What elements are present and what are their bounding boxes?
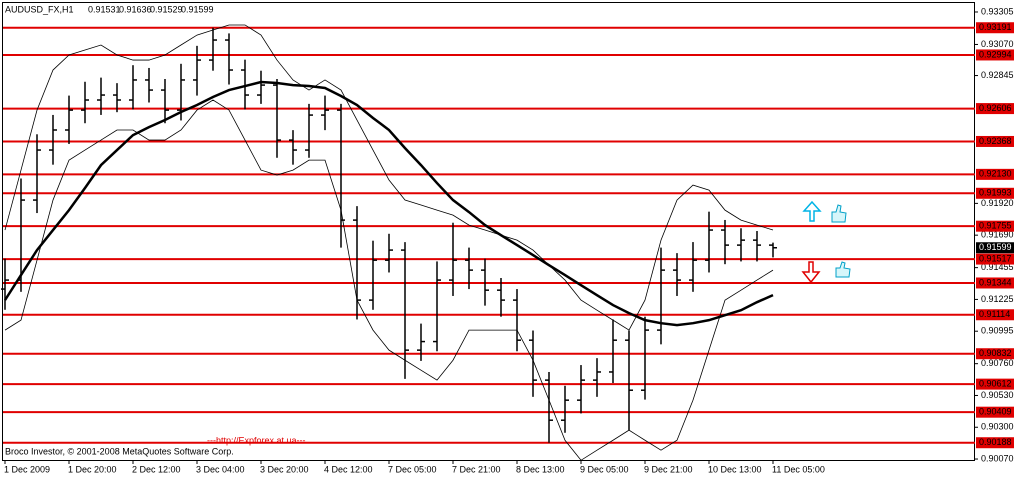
level-label-bg — [976, 135, 1014, 147]
level-label: 0.91755 — [979, 221, 1012, 231]
up-arrow — [802, 200, 822, 222]
price-label-bg — [976, 242, 1014, 254]
level-label-bg — [976, 168, 1014, 180]
bar-low: 0.91529 — [150, 4, 183, 14]
level-label-bg — [976, 103, 1014, 115]
y-tick-label: 0.93070 — [981, 39, 1014, 49]
bar-high: 0.91636 — [119, 4, 152, 14]
level-label: 0.92606 — [979, 103, 1012, 113]
y-tick-label: 0.91455 — [981, 262, 1014, 272]
level-label: 0.92130 — [979, 169, 1012, 179]
level-label-bg — [976, 309, 1014, 321]
signal-icons — [801, 200, 851, 284]
symbol: AUDUSD_FX,H1 — [5, 4, 74, 14]
price-label: 0.91599 — [979, 242, 1012, 252]
x-tick-label: 4 Dec 12:00 — [324, 464, 373, 474]
level-label: 0.92368 — [979, 136, 1012, 146]
down-arrow — [801, 261, 821, 284]
indicator-line — [4, 99, 774, 461]
x-tick-label: 10 Dec 13:00 — [708, 464, 762, 474]
level-label: 0.90612 — [979, 379, 1012, 389]
level-label: 0.91114 — [979, 309, 1010, 319]
y-tick-label: 0.92845 — [981, 70, 1014, 80]
y-tick-label: 0.90300 — [981, 422, 1014, 432]
x-tick-label: 7 Dec 21:00 — [452, 464, 501, 474]
y-tick-label: 0.90760 — [981, 358, 1014, 368]
level-label: 0.90188 — [979, 437, 1012, 447]
level-label: 0.90409 — [979, 407, 1012, 417]
y-tick-label: 0.90070 — [981, 453, 1014, 463]
level-label-bg — [976, 277, 1014, 289]
thumb-up — [831, 204, 847, 223]
x-tick-label: 7 Dec 05:00 — [388, 464, 437, 474]
thumb-up — [835, 261, 851, 278]
x-tick-label: 2 Dec 12:00 — [132, 464, 181, 474]
level-label: 0.91517 — [979, 253, 1012, 263]
level-label: 0.91344 — [979, 277, 1012, 287]
level-label: 0.91993 — [979, 188, 1012, 198]
watermark: ---http://Expforex.at.ua--- — [207, 435, 306, 445]
x-tick-label: 1 Dec 2009 — [4, 464, 50, 474]
y-tick-label: 0.91920 — [981, 198, 1014, 208]
level-label: 0.90832 — [979, 348, 1012, 358]
level-label: 0.92994 — [979, 49, 1012, 59]
x-tick-label: 8 Dec 13:00 — [516, 464, 565, 474]
copyright: Broco Investor, © 2001-2008 MetaQuotes S… — [5, 446, 234, 456]
levels — [3, 26, 975, 444]
y-tick-label: 0.93305 — [981, 6, 1014, 16]
level-label-bg — [976, 49, 1014, 61]
level-label-bg — [976, 220, 1014, 232]
level-label-bg — [976, 253, 1014, 265]
x-tick-label: 3 Dec 04:00 — [196, 464, 245, 474]
plot-frame — [2, 2, 975, 461]
level-label-bg — [976, 22, 1014, 34]
price-bars — [1, 27, 777, 443]
y-tick-label: 0.90995 — [981, 326, 1014, 336]
level-label-bg — [976, 378, 1014, 390]
level-label-bg — [976, 437, 1014, 449]
x-tick-label: 11 Dec 05:00 — [772, 464, 825, 474]
y-tick-label: 0.90530 — [981, 390, 1014, 400]
level-label-bg — [976, 187, 1014, 199]
level-label: 0.93191 — [979, 22, 1012, 32]
x-tick-label: 3 Dec 20:00 — [260, 464, 309, 474]
bar-close: 0.91599 — [181, 4, 214, 14]
axes: 0.93305 0.93070 0.92845 0.91920 0.91690 0.914… — [4, 6, 1014, 474]
x-tick-label: 9 Dec 05:00 — [580, 464, 629, 474]
header: AUDUSD_FX,H1 0.91531 0.91636 0.91529 0.9… — [3, 3, 233, 15]
y-tick-label: 0.91225 — [981, 294, 1014, 304]
level-label-bg — [976, 348, 1014, 360]
x-tick-label: 9 Dec 21:00 — [644, 464, 693, 474]
y-tick-label: 0.91690 — [981, 230, 1014, 240]
level-label-bg — [976, 406, 1014, 418]
header-bg — [3, 3, 233, 15]
bar-open: 0.91531 — [88, 4, 121, 14]
indicator-line — [4, 24, 774, 331]
x-tick-label: 1 Dec 20:00 — [68, 464, 117, 474]
